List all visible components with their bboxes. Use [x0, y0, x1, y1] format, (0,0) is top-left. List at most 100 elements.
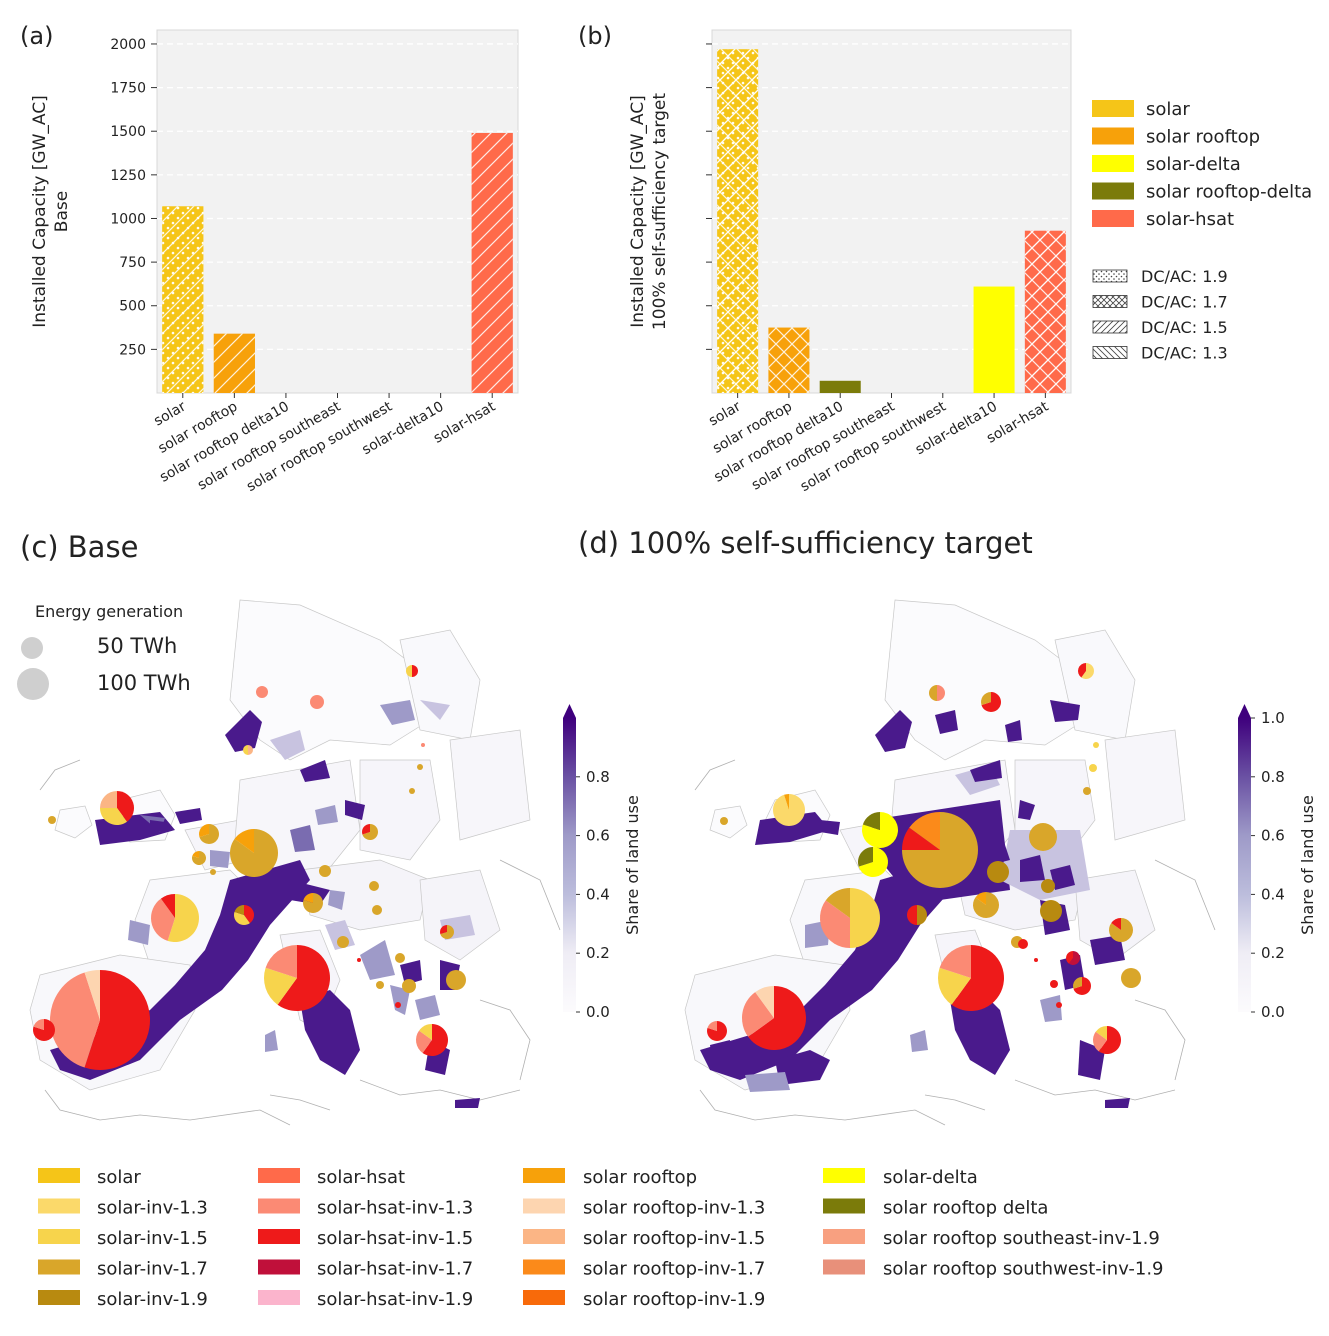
- plot-area: [156, 29, 519, 394]
- y-axis-label: Installed Capacity [GW_AC]: [30, 95, 50, 327]
- pie-slice: [256, 686, 268, 698]
- map-legend-swatch: [523, 1229, 565, 1244]
- pie-slice: [1029, 823, 1057, 851]
- pie-chart: [1121, 968, 1141, 988]
- y-axis-label: Installed Capacity [GW_AC]: [628, 95, 648, 327]
- map-title-c: (c) Base: [20, 530, 138, 564]
- region: [229, 599, 431, 761]
- coastline: [1154, 859, 1216, 931]
- map-legend-label: solar rooftop-inv-1.3: [583, 1198, 765, 1219]
- pie-chart: [820, 888, 880, 948]
- plot-area: [711, 29, 1072, 394]
- pie-slice: [412, 665, 418, 677]
- colorbar-extend-arrow: [563, 704, 576, 718]
- region: [299, 859, 431, 931]
- pie-chart: [1078, 663, 1095, 679]
- pie-slice: [369, 881, 379, 891]
- pie-slice: [825, 888, 850, 918]
- pie-slice: [416, 1030, 432, 1053]
- map-legend-swatch: [258, 1198, 300, 1214]
- land-use-patch: [360, 940, 395, 980]
- region: [359, 759, 441, 861]
- pie-slice: [244, 905, 254, 924]
- map-legend-label: solar rooftop delta: [883, 1198, 1048, 1219]
- pie-chart: [1034, 958, 1038, 962]
- land-use-patch: [290, 825, 315, 852]
- land-use-patch: [270, 730, 305, 760]
- land-use-patch: [315, 805, 338, 825]
- coastline: [694, 759, 736, 791]
- map-legend-layer: solar solar-inv-1.3 solar-inv-1.5 solar-inv…: [38, 1167, 1164, 1310]
- pie-slice: [1073, 977, 1082, 989]
- pie-slice: [33, 1019, 44, 1030]
- pie-chart: [907, 905, 927, 925]
- pie-slice: [850, 888, 880, 948]
- pie-slice: [917, 905, 927, 925]
- pie-slice: [362, 824, 378, 840]
- pie-slice: [1066, 951, 1073, 964]
- colorbar-tick-label: 0.0: [586, 1003, 610, 1021]
- hatch-swatch: [1092, 295, 1128, 308]
- pie-slice: [33, 1019, 56, 1041]
- colorbar-ramp: [1238, 718, 1251, 1012]
- pie-slice: [100, 791, 117, 808]
- size-legend-title: Energy generation: [35, 602, 183, 621]
- pie-slice: [1098, 1026, 1121, 1055]
- map-legend-swatch: [523, 1259, 565, 1275]
- bar-charts-layer: 25050075010001250150017502000solarsolar …: [20, 22, 1312, 495]
- maps-layer: (c) Base (d) 100% self-sufficiency target…: [17, 526, 1317, 1126]
- pie-chart: [395, 1002, 401, 1008]
- map-legend-label: solar rooftop-inv-1.9: [583, 1289, 765, 1310]
- legend-swatch: [1092, 182, 1134, 200]
- pie-slice: [1083, 787, 1091, 795]
- pie-chart: [981, 692, 1001, 712]
- region: [399, 629, 481, 741]
- pie-slice: [1073, 977, 1091, 995]
- map-legend-label: solar-hsat-inv-1.7: [317, 1259, 473, 1280]
- pie-chart: [376, 981, 384, 989]
- pie-slice: [858, 847, 873, 867]
- pie-chart: [707, 1021, 727, 1041]
- pie-slice: [151, 898, 175, 941]
- land-use-patch: [300, 760, 330, 782]
- bar-legend: solar solar rooftop solar-delta solar rooft…: [1092, 99, 1312, 363]
- land-use-patch: [745, 1072, 790, 1092]
- map-legend-swatch: [258, 1168, 300, 1183]
- map-legend-label: solar: [97, 1167, 141, 1188]
- land-use-patch: [175, 808, 202, 824]
- colorbar-c: 0.0 0.2 0.4 0.6 0.8 Share of land use: [563, 704, 642, 1021]
- land-use-patch: [328, 890, 345, 910]
- hatch-label: DC/AC: 1.3: [1141, 344, 1228, 363]
- pie-chart: [720, 817, 728, 825]
- pie-chart: [372, 905, 382, 915]
- land-use-patch: [1050, 700, 1080, 722]
- pie-chart: [1093, 742, 1099, 748]
- pie-slice: [1041, 879, 1055, 893]
- pie-chart: [362, 824, 378, 840]
- coastline: [499, 859, 561, 931]
- pie-slice: [362, 824, 370, 835]
- y-tick-label: 1750: [110, 81, 146, 97]
- pie-chart: [256, 686, 268, 698]
- pie-slice: [264, 967, 297, 1005]
- colorbar-label: Share of land use: [1298, 795, 1317, 935]
- pie-slice: [951, 945, 1004, 1012]
- colorbar-tick-label: 0.4: [586, 885, 610, 903]
- pie-slice: [929, 685, 937, 701]
- region: [449, 729, 531, 841]
- map-d: [684, 599, 1216, 1126]
- map-legend-label: solar-inv-1.7: [97, 1259, 208, 1280]
- hatch-swatch: [1092, 346, 1128, 359]
- pie-slice: [421, 743, 425, 747]
- map-legend-swatch: [38, 1198, 80, 1214]
- pie-chart: [337, 936, 349, 948]
- pie-slice: [902, 827, 940, 850]
- bar-hatch: [213, 333, 255, 393]
- land-use-patch: [150, 820, 165, 832]
- pie-slice: [981, 692, 1001, 712]
- pie-chart: [772, 794, 805, 826]
- region: [419, 869, 501, 961]
- land-use-patch: [300, 990, 360, 1075]
- map-legend-swatch: [38, 1259, 80, 1275]
- land-use-patch: [935, 710, 958, 734]
